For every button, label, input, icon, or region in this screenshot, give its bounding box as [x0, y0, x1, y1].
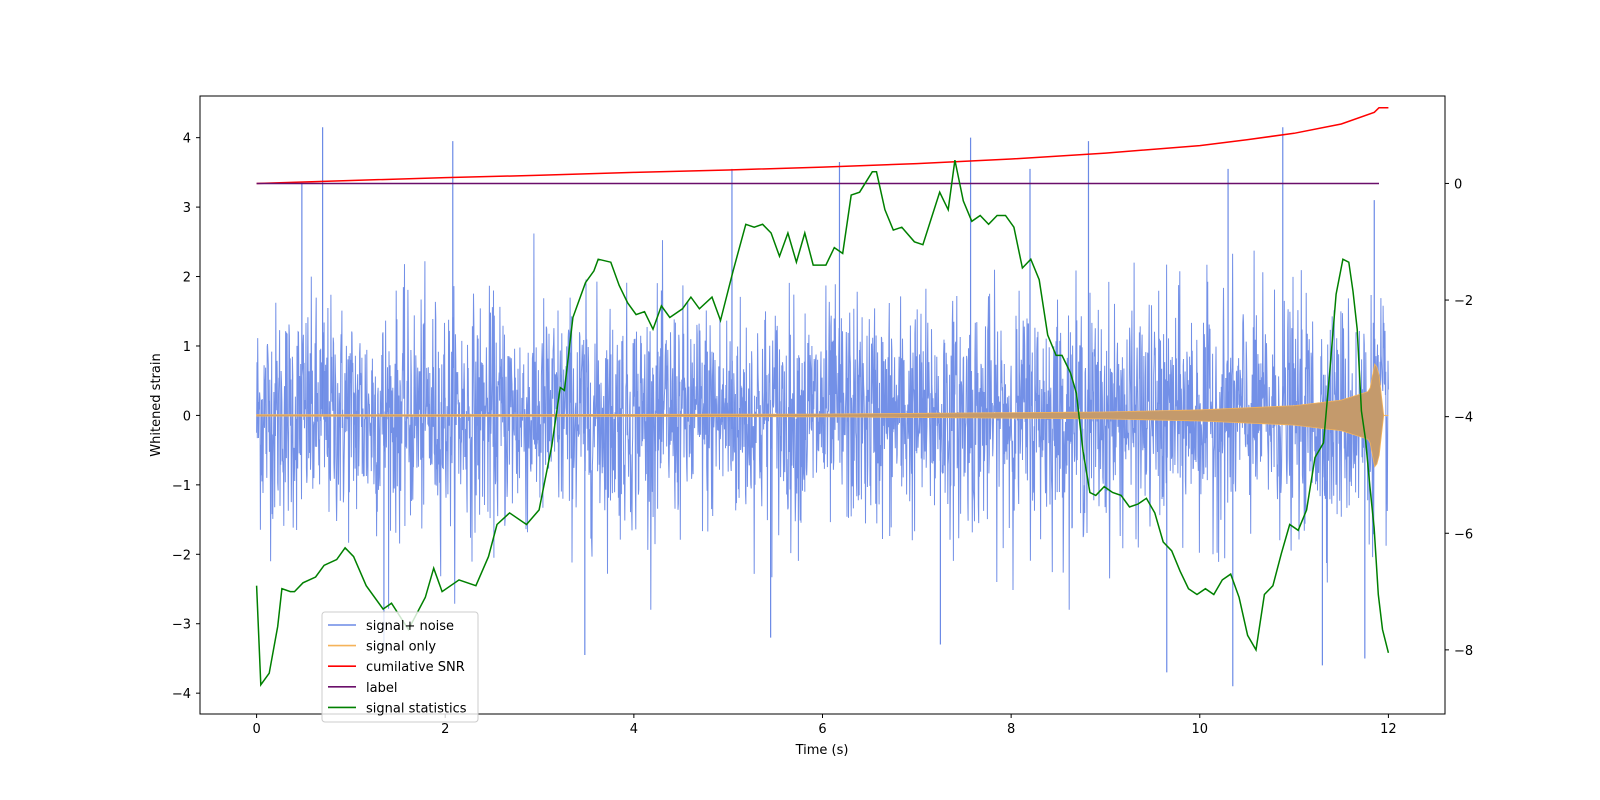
legend-label: cumilative SNR	[366, 660, 465, 675]
y-tick-label: −1	[172, 479, 191, 494]
y2-tick-label: 0	[1454, 177, 1462, 192]
legend: signal+ noise signal only cumilative SNR la…	[321, 611, 479, 723]
y2-tick-label: −4	[1454, 411, 1473, 426]
y-tick-label: −4	[172, 687, 191, 702]
y-tick-label: 4	[183, 132, 191, 147]
x-tick-label: 4	[630, 722, 638, 737]
series-cumulative-snr	[256, 106, 1389, 185]
legend-label: signal only	[366, 640, 436, 655]
y-axis-label: Whitened strain	[149, 353, 164, 456]
y-tick-label: −2	[172, 548, 191, 563]
y-tick-label: 0	[183, 409, 191, 424]
series-signal-statistics	[255, 159, 1390, 687]
y-tick-label: 3	[183, 201, 191, 216]
legend-label: signal+ noise	[366, 619, 454, 634]
legend-box	[321, 611, 479, 723]
x-tick-label: 8	[1007, 722, 1015, 737]
y2-tick-label: −6	[1454, 527, 1473, 542]
legend-label: label	[366, 681, 397, 696]
legend-label: signal statistics	[366, 701, 467, 716]
y-tick-label: −3	[172, 618, 191, 633]
x-tick-label: 12	[1380, 722, 1397, 737]
x-axis-label: Time (s)	[795, 743, 849, 758]
x-tick-label: 6	[818, 722, 826, 737]
plot-layer	[255, 106, 1390, 687]
y-axis-right: −8 −6 −4 −2 0	[1445, 177, 1473, 659]
x-tick-label: 2	[441, 722, 449, 737]
x-tick-label: 0	[252, 722, 260, 737]
x-tick-label: 10	[1191, 722, 1208, 737]
y2-tick-label: −8	[1454, 644, 1473, 659]
x-axis: 0 2 4 6 8 10 12	[252, 714, 1397, 737]
y2-tick-label: −2	[1454, 294, 1473, 309]
series-signal-only	[256, 363, 1385, 468]
y-axis-left: −4 −3 −2 −1 0 1 2 3 4	[172, 132, 200, 702]
y-tick-label: 2	[183, 271, 191, 286]
y-tick-label: 1	[183, 340, 191, 355]
